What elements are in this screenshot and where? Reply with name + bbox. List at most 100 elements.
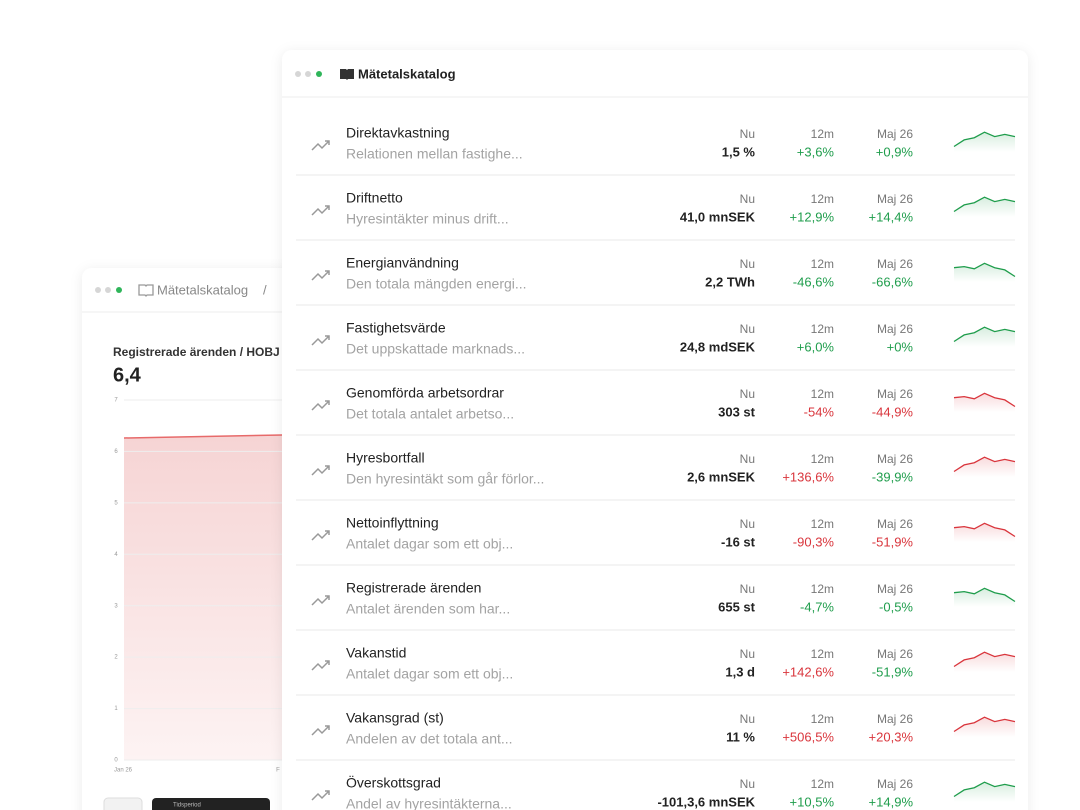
change-month-label: Maj 26 bbox=[877, 712, 913, 726]
metric-row[interactable]: Hyresbortfall Den hyresintäkt som går för… bbox=[296, 450, 1016, 501]
period-selector[interactable] bbox=[152, 798, 270, 810]
sparkline-fill bbox=[954, 132, 1015, 152]
back-window: Mätetalskatalog / Registrerade ärenden /… bbox=[82, 268, 342, 810]
now-value: 303 st bbox=[718, 404, 756, 419]
now-value: 655 st bbox=[718, 599, 756, 614]
change-12m: +10,5% bbox=[790, 794, 835, 809]
sparkline bbox=[953, 196, 1016, 213]
metric-name: Direktavkastning bbox=[346, 125, 450, 141]
sparkline bbox=[953, 651, 1016, 668]
now-value: 1,3 d bbox=[725, 664, 755, 679]
metric-row[interactable]: Nettoinflyttning Antalet dagar som ett ob… bbox=[296, 515, 1016, 566]
change-12m-label: 12m bbox=[811, 192, 834, 206]
trend-icon bbox=[311, 660, 330, 671]
now-value: 2,6 mnSEK bbox=[687, 469, 756, 484]
y-tick-label: 3 bbox=[114, 603, 118, 609]
sparkline-fill bbox=[954, 197, 1015, 217]
book-icon bbox=[340, 69, 354, 80]
change-12m: +506,5% bbox=[782, 729, 834, 744]
metric-row[interactable]: Vakanstid Antalet dagar som ett obj... Nu 1… bbox=[296, 645, 1016, 696]
metric-row[interactable]: Genomförda arbetsordrar Det totala antale… bbox=[296, 385, 1016, 436]
window-dot bbox=[105, 287, 111, 293]
change-month-label: Maj 26 bbox=[877, 647, 913, 661]
chart-title: Registrerade ärenden / HOBJ bbox=[113, 345, 280, 359]
trend-icon bbox=[311, 530, 330, 541]
now-label: Nu bbox=[740, 647, 755, 661]
change-month: +0,9% bbox=[876, 144, 914, 159]
metric-row[interactable]: Överskottsgrad Andel av hyresintäkterna..… bbox=[296, 774, 1016, 810]
metric-description: Andelen av det totala ant... bbox=[346, 731, 513, 747]
change-month: -44,9% bbox=[872, 404, 914, 419]
sparkline bbox=[953, 262, 1016, 278]
metric-row[interactable]: Fastighetsvärde Det uppskattade marknads.… bbox=[296, 320, 1016, 371]
now-label: Nu bbox=[740, 387, 755, 401]
change-12m-label: 12m bbox=[811, 127, 834, 141]
metric-row[interactable]: Energianvändning Den totala mängden energ… bbox=[296, 255, 1016, 306]
change-month: -0,5% bbox=[879, 599, 913, 614]
metric-description: Hyresintäkter minus drift... bbox=[346, 211, 509, 227]
metric-name: Energianvändning bbox=[346, 255, 459, 271]
y-tick-label: 4 bbox=[114, 552, 118, 558]
y-tick-label: 1 bbox=[114, 706, 118, 712]
metric-description: Den hyresintäkt som går förlor... bbox=[346, 471, 544, 487]
change-12m: +6,0% bbox=[797, 339, 835, 354]
change-month-label: Maj 26 bbox=[877, 517, 913, 531]
now-label: Nu bbox=[740, 322, 755, 336]
y-tick-label: 2 bbox=[114, 655, 118, 661]
metric-row[interactable]: Direktavkastning Relationen mellan fastig… bbox=[296, 125, 1016, 176]
sparkline-fill bbox=[954, 457, 1015, 477]
sparkline bbox=[953, 781, 1016, 798]
change-month: +0% bbox=[887, 339, 914, 354]
change-month-label: Maj 26 bbox=[877, 192, 913, 206]
metric-description: Relationen mellan fastighe... bbox=[346, 146, 523, 162]
sparkline-fill bbox=[954, 652, 1015, 672]
change-12m-label: 12m bbox=[811, 452, 834, 466]
now-label: Nu bbox=[740, 257, 755, 271]
change-12m-label: 12m bbox=[811, 257, 834, 271]
now-value: 1,5 % bbox=[722, 144, 756, 159]
now-value: 2,2 TWh bbox=[705, 274, 755, 289]
sparkline bbox=[953, 392, 1016, 408]
metric-description: Antalet dagar som ett obj... bbox=[346, 536, 513, 552]
change-12m: -90,3% bbox=[793, 534, 835, 549]
plot-area: 0 1 2 3 4 5 6 7 Jan 26 F bbox=[114, 398, 283, 774]
change-12m-label: 12m bbox=[811, 517, 834, 531]
metric-name: Driftnetto bbox=[346, 190, 403, 206]
trend-icon bbox=[311, 205, 330, 216]
now-label: Nu bbox=[740, 517, 755, 531]
metric-name: Fastighetsvärde bbox=[346, 320, 446, 336]
metric-name: Vakanstid bbox=[346, 645, 406, 661]
trend-icon bbox=[311, 335, 330, 346]
change-month: +14,4% bbox=[869, 209, 914, 224]
sparkline bbox=[953, 131, 1016, 148]
window-frame bbox=[282, 50, 1028, 810]
change-12m: +12,9% bbox=[790, 209, 835, 224]
window-dot bbox=[95, 287, 101, 293]
y-tick-label: 0 bbox=[114, 758, 118, 764]
metric-row[interactable]: Driftnetto Hyresintäkter minus drift... Nu… bbox=[296, 190, 1016, 241]
control-button[interactable] bbox=[103, 797, 143, 810]
trend-icon bbox=[311, 725, 330, 736]
metric-row[interactable]: Registrerade ärenden Antalet ärenden som … bbox=[296, 580, 1016, 631]
now-value: 41,0 mnSEK bbox=[680, 209, 756, 224]
change-month-label: Maj 26 bbox=[877, 322, 913, 336]
y-tick-label: 7 bbox=[114, 398, 118, 404]
metric-row[interactable]: Vakansgrad (st) Andelen av det totala ant… bbox=[296, 710, 1016, 761]
sparkline bbox=[953, 456, 1016, 473]
window-title: Mätetalskatalog bbox=[157, 282, 248, 297]
metric-description: Antalet ärenden som har... bbox=[346, 601, 510, 617]
x-tick-label: F bbox=[276, 768, 280, 774]
now-label: Nu bbox=[740, 712, 755, 726]
now-label: Nu bbox=[740, 582, 755, 596]
change-12m-label: 12m bbox=[811, 322, 834, 336]
now-label: Nu bbox=[740, 777, 755, 791]
control-label: Tidsperiod bbox=[173, 803, 201, 809]
change-12m: +3,6% bbox=[797, 144, 835, 159]
now-value: -101,3,6 mnSEK bbox=[657, 794, 755, 809]
sparkline-fill bbox=[954, 782, 1015, 802]
sparkline bbox=[953, 522, 1016, 538]
metric-description: Andel av hyresintäkterna... bbox=[346, 796, 512, 810]
change-12m: +142,6% bbox=[782, 664, 834, 679]
change-12m: -46,6% bbox=[793, 274, 835, 289]
metric-name: Nettoinflyttning bbox=[346, 515, 439, 531]
